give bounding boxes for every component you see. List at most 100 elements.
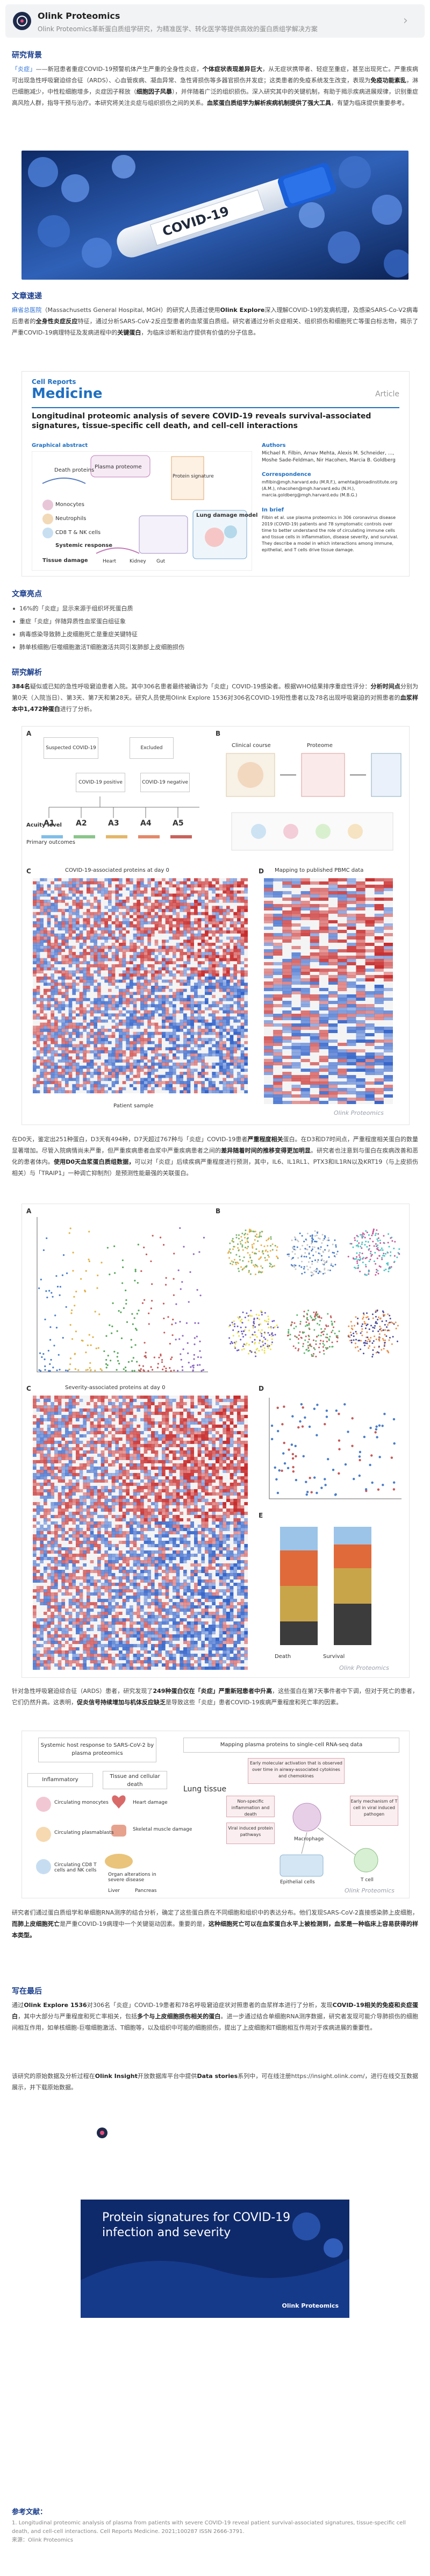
fig1-panel-b: B [216,730,221,737]
fig3-epithelial-label: Epithelial cells [280,1880,315,1885]
fig1-primary-outcomes-label: Primary outcomes [26,839,75,845]
reference-item: 来源：Olink Proteomics [12,2537,74,2543]
account-subtitle: Olink Proteomics革新蛋白质组学研究，为精准医学、转化医学等提供高… [38,25,318,33]
fig1-negative-box: COVID-19 negative [140,773,190,792]
background-text-2: ，从无症状携带者、轻症至重症，甚至出现死亡。严重疾病可出现急性呼吸窘迫综合征（A… [12,66,419,84]
fig1-heatmap-c [33,878,248,1093]
diagram-label-neutro: Neutrophils [55,516,87,522]
closing-p1-prefix: 通过 [12,2002,24,2009]
analysis-p2-bold-2: 差异随着时间的推移变得更加明显 [221,1147,311,1154]
analysis-p2-bold-3: 使用D0天血浆蛋白质组数据， [53,1158,135,1165]
fig2-death-label: Death [275,1654,291,1660]
fig2-panel-b: B [216,1207,221,1215]
closing-p2-text-3: 系列中，可在线注册https://insight.olink.com/，进行在线… [12,2073,419,2091]
in-brief-label: In brief [262,507,284,513]
background-bold-3: 细胞因子风暴 [136,88,173,95]
analysis-p2-text-1: 在D0天，鉴定出251种蛋白，D3天有494种，D7天超过767种与「炎症」CO… [12,1136,248,1143]
analysis-p4-text-1: 研究者们通过蛋白质组学和单细胞RNA测序的结合分析，确定了这些蛋白质在不同细胞和… [12,1909,418,1916]
analysis-p1-bold-1: 分析时间点 [370,683,400,690]
fig2-panel-c: C [26,1385,31,1392]
diagram-label-mono: Monocytes [55,502,84,508]
background-text-5: 本研究将关注炎症与组织损伤之间的关系。 [95,99,207,106]
correspondence-label: Correspondence [262,472,311,478]
highlight-item: 重症「炎症」伴随异质性血浆蛋白组征象 [12,615,418,628]
closing-p1-text-3: 。进一步通过结合单细胞RNA测序数据，研究者发现可能介导肺损伤的细胞间相互作用，… [12,2013,419,2031]
diagram-label-cd8: CD8 T & NK cells [55,530,101,536]
fig1-panel-b-diagram [226,753,402,851]
fig2-manhattan-plot [37,1217,208,1372]
fig2-panel-d: D [259,1385,264,1392]
analysis-p1-num: 384名 [12,683,31,690]
references-title: 参考文献： [12,2508,47,2516]
fig3-tissue-cell-box: Tissue and cellular death [103,1771,167,1789]
fig1-panel-a: A [26,730,32,737]
reference-item: 1. Longitudinal proteomic analysis of pl… [12,2520,406,2535]
diagram-label-death: Death proteins [54,467,95,473]
banner-title: Protein signatures for COVID-19 infectio… [102,2211,291,2239]
section-title-analysis: 研究解析 [12,668,42,677]
fig3-mapping-title: Mapping plasma proteins to single-cell R… [183,1738,399,1753]
fig2-umap-grid [227,1228,400,1358]
fig3-box-viral: Viral induced protein pathways [226,1823,275,1844]
olink-logo [13,12,31,30]
overview-text-2: 深入理解COVID-19的发病机理，及感染SARS-Co-V2病毒后患者的 [12,307,418,325]
chevron-right-icon[interactable]: › [403,14,408,27]
analysis-p4-bold-1: 而肺上皮细胞死亡 [12,1920,60,1927]
analysis-p1-text-3: 进行了分析。 [60,706,96,713]
closing-p1-text-2: ，其中大部分与严重程度和死亡率相关，包括 [18,2013,138,2020]
fig1-excluded-box: Excluded [130,737,174,759]
fig1-clinical-label: Clinical course [232,743,271,749]
section-title-closing: 写在最后 [12,1987,42,1996]
analysis-paragraph-4: 研究者们通过蛋白质组学和单细胞RNA测序的结合分析，确定了这些蛋白质在不同细胞和… [12,1907,418,1941]
analysis-p4-bold-2: 这种细胞死亡可以在血浆蛋白水平上被检测到，血浆是一种临床上容易获得的样本类型。 [12,1920,419,1939]
fig1-flow-lines [48,796,199,818]
diagram-label-kidney: Kidney [130,559,146,564]
fig3-cell-diagram [280,1803,378,1877]
analysis-paragraph-1: 384名疑似或已知的急性呼吸窘迫患者入院。其中306名患者最终被确诊为「炎症」C… [12,681,418,715]
fig3-box-nonspecific: Non-specific inflammation and death [226,1796,275,1817]
closing-p1-bold-2: 多个与上皮细胞损伤相关的蛋白 [137,2013,221,2020]
fig1-acuity-a1: A1 [44,819,55,828]
watermark: Olink Proteomics [334,1109,384,1116]
fig1-panel-d: D [259,867,264,875]
overview-bold-3: 关键蛋白 [117,329,141,336]
closing-p2-text-2: 开放数据库平台中提供 [137,2073,197,2080]
fig1-outcome-bars [41,835,192,838]
fig1-acuity-a2: A2 [76,819,87,828]
highlight-item: 病毒感染导致肺上皮细胞死亡是重症关键特征 [12,628,418,641]
fig3-tcell-label: T cell [361,1877,374,1883]
paper-card: Cell Reports Medicine Article Longitudin… [22,371,410,577]
background-text-6: ，有望为临床提供重要参考。 [331,99,408,106]
fig3-systemic-box: Systemic host response to SARS-CoV-2 by … [38,1738,156,1762]
fig1-heatmap-c-title: COVID-19-associated proteins at day 0 [65,867,169,873]
overview-text-4: ，为临床诊断和治疗提供有价值的分子信息。 [141,329,260,336]
analysis-p1-bold-2: 血浆样本中1,472种蛋白 [12,694,418,713]
overview-text-1: （Massachusetts General Hospital, MGH）的研究… [41,307,220,314]
diagram-label-plasma: Plasma proteome [95,464,142,470]
fig3-left-diagram [36,1795,133,1874]
background-paragraph: 「炎症」——新冠患者重症COVID-19预警机体产生严重的全身性炎症，个体症状表… [12,63,418,109]
fig1-heatmap-d [264,878,393,1104]
analysis-p3-bold-2: 促炎信号持续增加与机体反应缺乏 [77,1699,166,1706]
fig2-panel-a: A [26,1207,32,1215]
account-header[interactable]: Olink Proteomics Olink Proteomics革新蛋白质组学… [5,4,425,38]
fig1-acuity-a4: A4 [140,819,152,828]
paper-title: Longitudinal proteomic analysis of sever… [32,412,371,430]
analysis-p3-bold-1: 249种蛋白仅在「炎症」严重新冠患者中升高 [153,1688,273,1695]
fig3-heart-label: Heart damage [133,1800,168,1805]
account-title: Olink Proteomics [38,11,120,21]
fig3-inflammatory-box: Inflammatory [27,1773,93,1787]
fig2-stacked-bars-e [280,1527,371,1645]
protein-signatures-banner[interactable]: Protein signatures for COVID-19 infectio… [81,2119,349,2318]
authors-label: Authors [262,443,286,449]
overview-bold-1: Olink Explore [220,307,265,314]
analysis-p2-text-2: 蛋白。在D3和D7时间点，严重程度相关蛋白的数量显著增加。尽管入院病情尚未严重，… [12,1136,419,1154]
highlight-item: 16%的「炎症」显示来源于组织坏死蛋白质 [12,602,418,615]
graphical-abstract-label: Graphical abstract [32,443,88,449]
journal-name: Medicine [32,386,103,402]
analysis-p2-bold-1: 严重程度相关 [247,1136,283,1143]
closing-p2-bold-1: Olink Insight [95,2073,138,2080]
fig1-acuity-a5: A5 [173,819,184,828]
diagram-label-protein-sig: Protein signature [173,474,214,479]
